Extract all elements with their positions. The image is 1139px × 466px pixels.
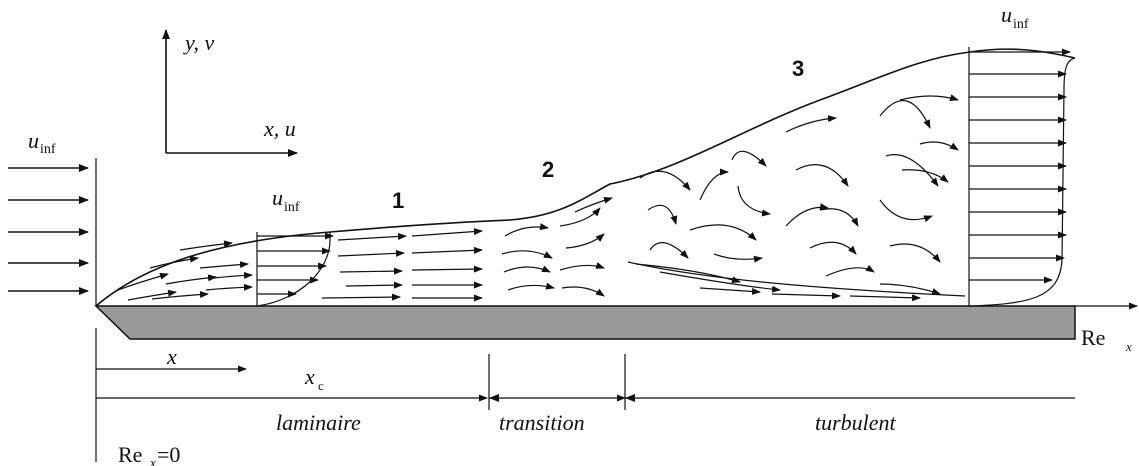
turbulent-freestream-subscript: inf [1013,17,1029,32]
plate-body [94,305,1076,340]
laminar-streamlines-downstream [321,228,483,302]
turbulent-profile-curve [968,57,1076,307]
turbulent-region-label: turbulent [815,410,897,435]
flat-plate: Re x [94,302,1138,354]
dimension-lines: x x c laminaire transition turbulent Re … [95,328,1075,466]
turbulent-freestream-label: u [1001,2,1012,27]
region-2-label: 2 [542,157,554,182]
laminar-freestream-subscript: inf [284,200,300,215]
laminar-profile: u inf [256,185,334,307]
x-distance-label: x [166,344,177,369]
laminar-freestream-label: u [272,185,283,210]
x-axis-label: x, u [263,116,296,141]
rex-axis-label: Re [1081,325,1105,350]
freestream-left: u inf [8,128,97,306]
critical-length-subscript: c [318,378,324,393]
viscous-sublayer-edge [627,261,966,297]
freestream-left-subscript: inf [40,142,56,157]
region-3-label: 3 [792,56,804,81]
region-1-label: 1 [392,188,404,213]
origin-rex-subscript: x [149,455,156,466]
turbulent-profile: u inf [968,2,1076,307]
y-axis-label: y, v [183,30,215,55]
coordinate-axes: y, v x, u [162,29,298,157]
origin-rex-label: Re [118,442,142,466]
origin-rex-value: =0 [157,442,180,466]
rex-axis-subscript: x [1125,339,1132,354]
transition-region-label: transition [499,410,585,435]
laminar-region-label: laminaire [276,410,361,435]
laminar-streamlines-upstream [117,240,253,301]
critical-length-label: x [304,364,315,389]
freestream-left-label: u [28,128,39,153]
boundary-layer-edge [95,48,1076,307]
transition-streamlines [501,196,613,297]
laminar-profile-curve [256,232,331,307]
turbulent-eddies [635,94,959,302]
